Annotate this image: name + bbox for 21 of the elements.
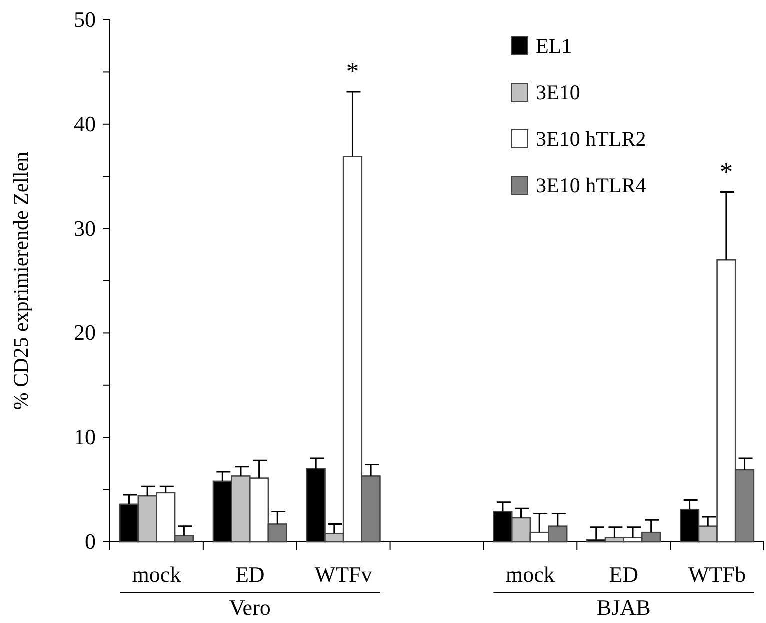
legend-label: EL1 [536, 34, 572, 58]
x-tick-label: WTFb [688, 562, 746, 587]
annotation: * [346, 57, 360, 86]
x-tick-label: ED [609, 562, 639, 587]
x-tick-label: ED [235, 562, 265, 587]
y-tick-label: 30 [74, 216, 96, 241]
legend-label: 3E10 hTLR4 [536, 174, 647, 198]
x-tick-label: mock [132, 562, 182, 587]
legend-label: 3E10 hTLR2 [536, 127, 646, 151]
x-tick-label: mock [506, 562, 555, 587]
annotation: * [720, 157, 733, 186]
text: Vero [229, 595, 271, 620]
y-axis-title: % CD25 exprimierende Zellen [9, 151, 33, 410]
x-tick-label: WTFv [314, 562, 372, 587]
y-tick-label: 0 [85, 529, 96, 554]
y-tick-label: 40 [74, 111, 96, 136]
legend-label: 3E10 [536, 80, 580, 104]
text: BJAB [596, 595, 651, 620]
y-tick-label: 50 [74, 7, 96, 32]
y-tick-label: 10 [74, 424, 96, 450]
y-tick-label: 20 [74, 320, 96, 346]
